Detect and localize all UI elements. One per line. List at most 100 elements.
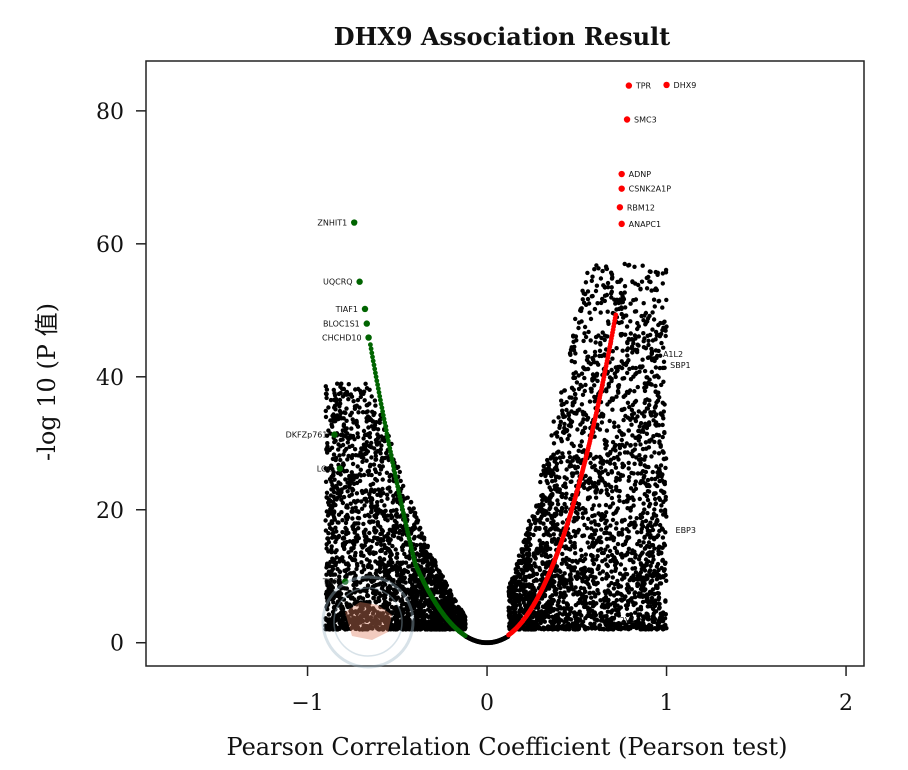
data-point (410, 610, 415, 615)
data-point (616, 383, 622, 388)
data-point (633, 442, 638, 447)
data-point (600, 559, 605, 564)
data-point (580, 392, 586, 397)
data-point (662, 319, 667, 324)
data-point (338, 457, 343, 463)
data-point (360, 459, 365, 464)
data-point (580, 575, 586, 581)
data-point (515, 565, 521, 570)
data-point (405, 569, 411, 575)
data-point (611, 615, 617, 621)
data-point (644, 275, 649, 281)
data-point (583, 507, 588, 512)
data-point (643, 545, 648, 551)
data-point (600, 569, 606, 574)
data-point (350, 516, 355, 521)
data-point (629, 337, 635, 342)
data-point (617, 488, 622, 494)
data-point (620, 464, 625, 470)
data-point (333, 457, 338, 463)
data-point (561, 599, 566, 605)
data-point (614, 346, 619, 351)
data-point (656, 299, 661, 304)
data-point (622, 567, 628, 572)
data-point (422, 542, 427, 547)
data-point (564, 400, 569, 405)
data-point (428, 552, 433, 558)
data-point (590, 274, 595, 279)
data-point (558, 419, 563, 424)
data-point (339, 432, 345, 437)
data-point (555, 450, 560, 455)
data-point (582, 375, 587, 381)
data-point (559, 561, 564, 566)
data-point (416, 600, 422, 605)
data-point (598, 465, 604, 470)
data-point (428, 569, 433, 574)
data-point (385, 496, 390, 501)
data-point (657, 522, 663, 528)
data-point (621, 394, 626, 399)
data-point (626, 466, 631, 471)
data-point (651, 297, 657, 302)
data-point (548, 505, 553, 510)
data-point (452, 617, 457, 622)
data-point (326, 612, 332, 617)
data-point (351, 481, 357, 486)
data-point (336, 391, 342, 397)
data-point (613, 442, 618, 448)
data-point (588, 338, 593, 343)
data-point (595, 301, 600, 306)
data-point (610, 575, 615, 580)
data-point (653, 365, 659, 370)
data-point (596, 333, 601, 338)
data-point (620, 348, 625, 353)
data-point (654, 464, 659, 469)
data-point (575, 408, 580, 413)
data-point (364, 440, 369, 445)
data-point (587, 567, 592, 572)
data-point (325, 607, 330, 612)
data-point (373, 453, 378, 459)
data-point (531, 572, 536, 578)
data-point (592, 349, 598, 355)
data-point (327, 477, 333, 482)
data-point (355, 533, 360, 538)
data-point (547, 559, 552, 565)
data-point (614, 521, 619, 526)
data-point (347, 444, 352, 449)
data-point (421, 602, 426, 607)
data-point (641, 301, 646, 306)
data-point (607, 399, 612, 404)
data-point (379, 434, 384, 439)
data-point (600, 617, 605, 622)
data-point (592, 376, 597, 381)
data-point (640, 519, 645, 525)
data-point (531, 553, 536, 558)
data-point (617, 571, 623, 576)
data-point (655, 272, 660, 277)
data-point (428, 603, 433, 609)
data-point (577, 609, 582, 614)
data-point (656, 471, 661, 476)
data-point (648, 563, 653, 569)
data-point (355, 431, 360, 436)
data-point (343, 410, 348, 416)
data-point (629, 470, 634, 476)
data-point (337, 453, 342, 458)
data-point (395, 514, 400, 519)
data-point (611, 586, 617, 591)
data-point (645, 497, 651, 503)
data-point (364, 458, 369, 463)
data-point (408, 509, 413, 515)
data-point (591, 557, 596, 562)
data-point (591, 625, 597, 631)
data-point (578, 382, 583, 388)
data-point (639, 526, 644, 532)
data-point (573, 351, 578, 356)
data-point (356, 509, 361, 514)
data-point (394, 555, 399, 560)
data-point (568, 420, 574, 425)
data-point (338, 414, 343, 420)
data-point (660, 365, 666, 371)
